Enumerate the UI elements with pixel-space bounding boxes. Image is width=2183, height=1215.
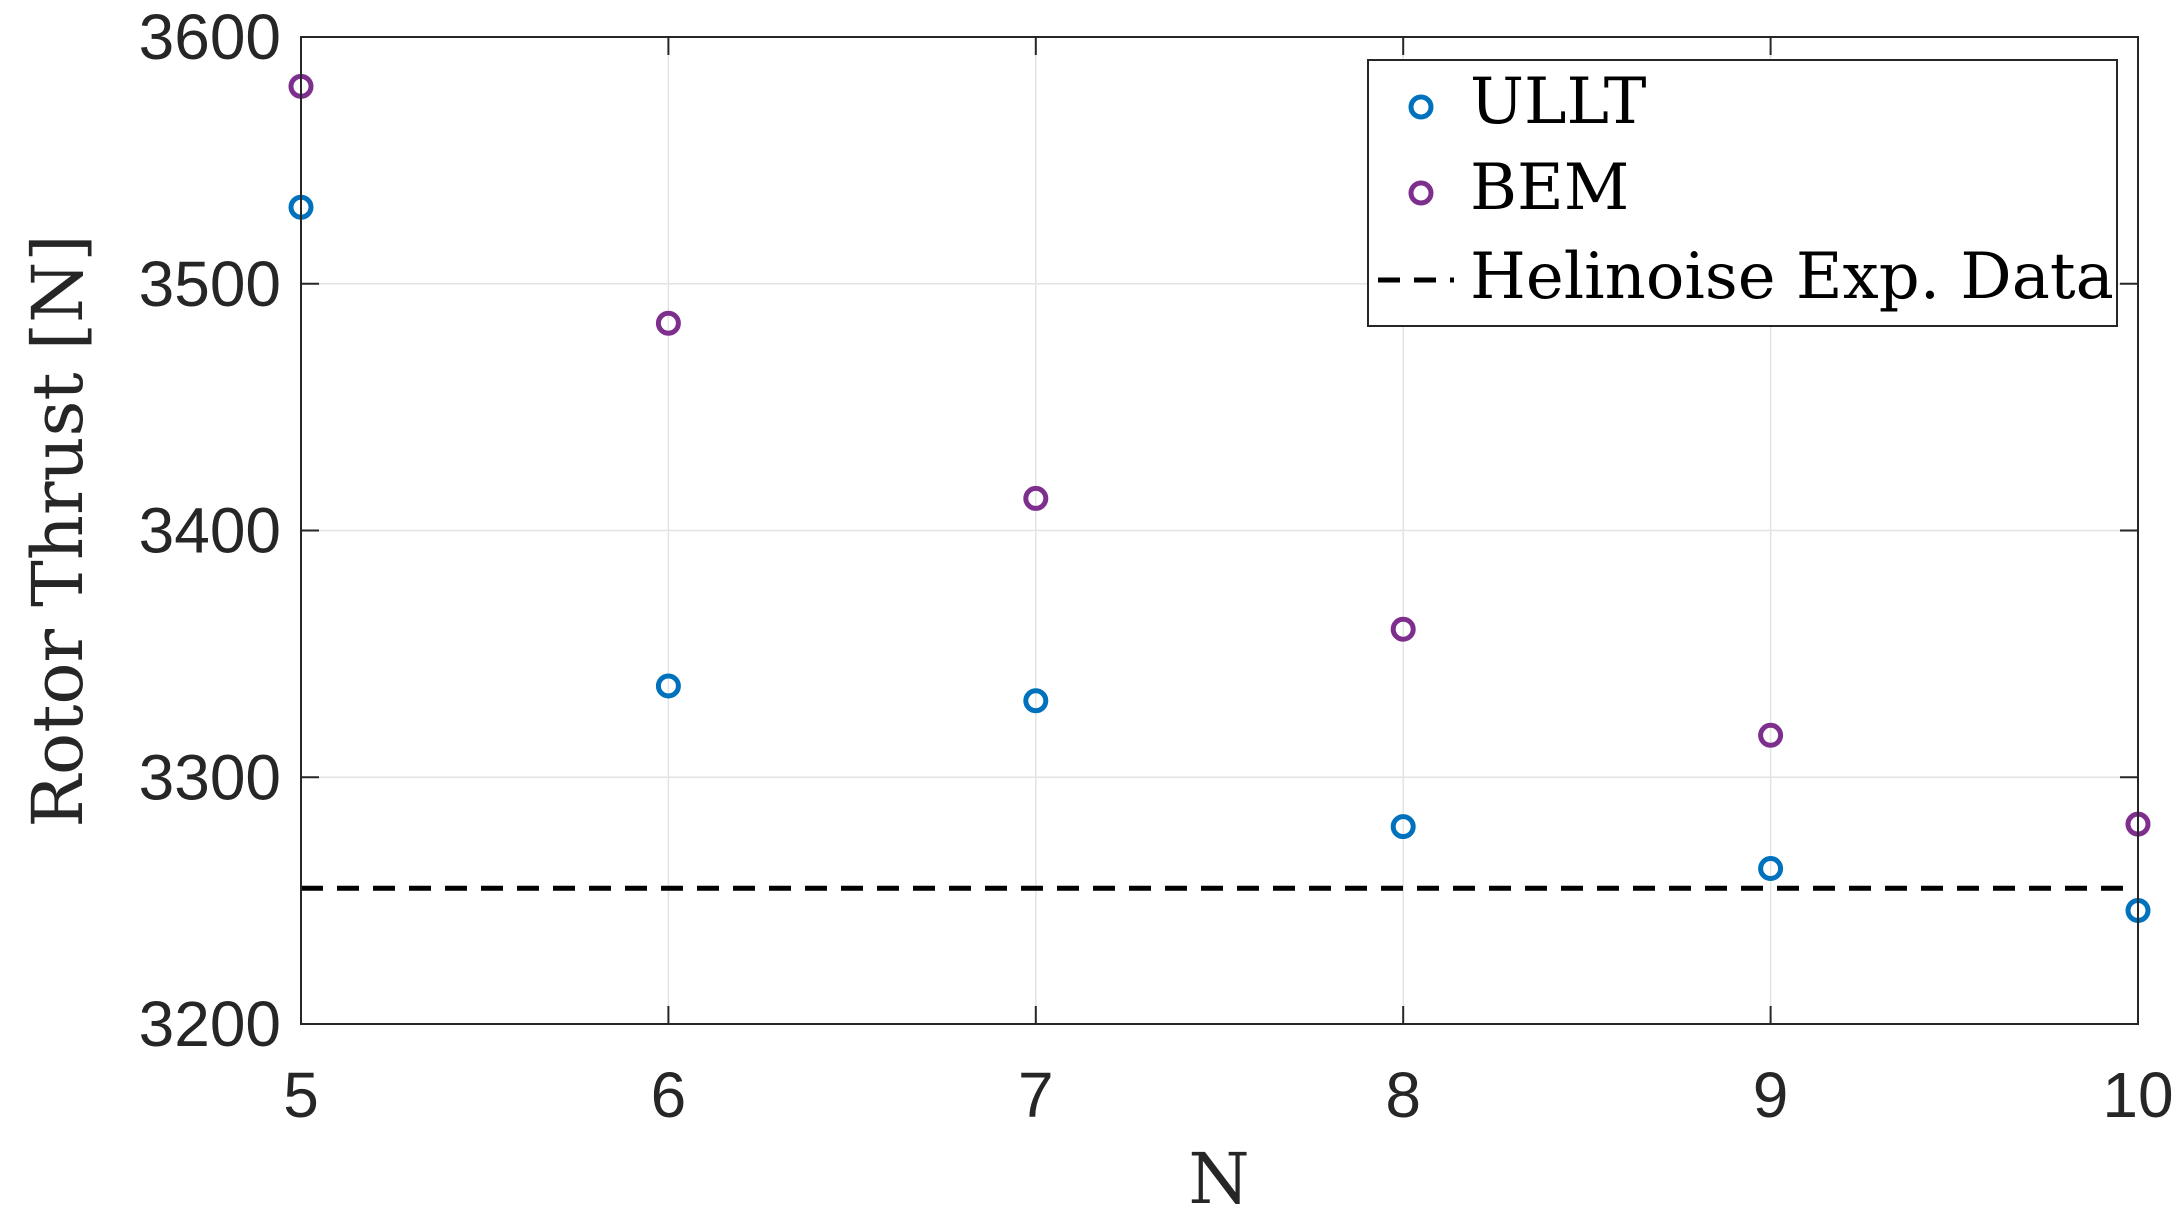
x-tick-label: 7 [1018,1059,1054,1131]
x-tick-label: 9 [1753,1059,1789,1131]
x-tick-label: 8 [1385,1059,1421,1131]
legend-label-bem: BEM [1470,151,1629,225]
tick-labels: 5 6 7 8 9 10 3200 3300 3400 3500 3600 [139,1,2174,1131]
legend-marker-ullt [1408,94,1434,120]
y-tick-label: 3500 [139,248,281,320]
point-ullt [1023,688,1049,714]
x-tick-label: 5 [283,1059,319,1131]
x-tick-label: 6 [651,1059,687,1131]
point-ullt [655,673,681,699]
y-axis-title: Rotor Thrust [N] [17,234,99,827]
axis-ticks [300,36,2139,1025]
y-tick-label: 3200 [139,988,281,1060]
legend-label-ullt: ULLT [1470,65,1647,139]
y-tick-label: 3400 [139,495,281,567]
legend-box [1367,59,2118,327]
point-bem [1758,722,1784,748]
point-ullt [1758,856,1784,882]
y-tick-label: 3300 [139,741,281,813]
point-bem [655,310,681,336]
legend-marker-bem [1408,180,1434,206]
point-ullt [1390,814,1416,840]
point-bem [1390,616,1416,642]
y-tick-label: 3600 [139,1,281,73]
point-bem [1023,485,1049,511]
legend-label-reference: Helinoise Exp. Data [1470,240,2114,314]
x-axis-title: N [1188,1138,1249,1215]
x-tick-label: 10 [2102,1059,2173,1131]
legend: ULLT BEM Helinoise Exp. Data [1367,59,2118,327]
